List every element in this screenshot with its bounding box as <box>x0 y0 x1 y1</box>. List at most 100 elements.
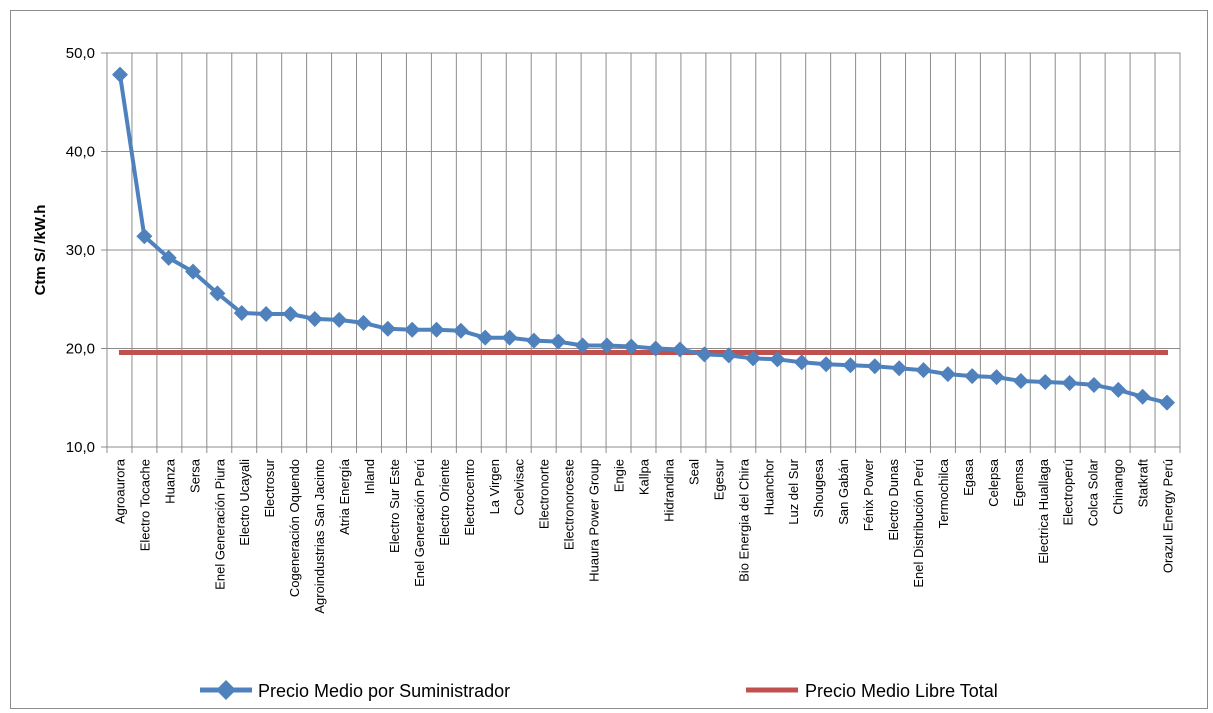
legend-diamond-marker <box>216 680 236 700</box>
data-point-13 <box>428 321 445 338</box>
x-tick-label-21: Kallpa <box>637 458 652 495</box>
data-point-3 <box>185 263 202 280</box>
data-point-1 <box>136 228 153 245</box>
data-point-5 <box>233 305 250 322</box>
x-tick-label-2: Huanza <box>162 458 177 504</box>
chart-frame <box>10 10 1208 709</box>
data-point-36 <box>988 369 1005 386</box>
y-tick-label-1: 20,0 <box>66 341 95 358</box>
data-point-42 <box>1134 388 1151 405</box>
data-point-39 <box>1061 374 1078 391</box>
x-tick-label-27: Luz del Sur <box>786 458 801 524</box>
data-point-27 <box>769 351 786 368</box>
x-tick-label-37: Electrica Huallaga <box>1036 458 1051 564</box>
data-point-2 <box>160 249 177 266</box>
data-point-32 <box>891 360 908 377</box>
x-tick-label-26: Huanchor <box>761 458 776 515</box>
x-tick-label-19: Huaura Power Group <box>587 459 602 582</box>
x-tick-label-35: Celepsa <box>986 458 1001 506</box>
data-point-31 <box>866 358 883 375</box>
x-tick-label-28: Shougesa <box>811 458 826 517</box>
x-tick-label-40: Chinango <box>1111 459 1126 515</box>
data-point-15 <box>477 329 494 346</box>
data-point-0 <box>112 66 128 83</box>
data-point-41 <box>1110 381 1127 398</box>
data-point-23 <box>672 341 689 358</box>
x-tick-label-10: Inland <box>362 459 377 494</box>
legend-label-suministrador: Precio Medio por Suministrador <box>258 681 510 701</box>
data-point-7 <box>282 306 299 323</box>
data-point-20 <box>598 337 615 354</box>
data-point-9 <box>331 311 348 328</box>
data-point-22 <box>647 340 664 357</box>
y-axis-label: Ctm S/ /kW.h <box>32 205 49 296</box>
data-point-29 <box>818 356 835 373</box>
data-point-34 <box>939 366 956 383</box>
x-tick-label-0: Agroaurora <box>112 458 127 524</box>
series <box>112 66 1175 411</box>
x-tick-label-31: Electro Dunas <box>886 459 901 541</box>
data-point-19 <box>574 337 591 354</box>
data-point-37 <box>1012 373 1029 390</box>
y-axis: 10,0 20,0 30,0 40,0 50,0 <box>66 45 95 456</box>
legend-item-precio-medio-suministrador: Precio Medio por Suministrador <box>200 680 510 701</box>
x-tick-label-36: Egemsa <box>1011 458 1026 506</box>
x-tick-label-38: Electroperú <box>1061 459 1076 525</box>
x-tick-label-14: Electrocentro <box>462 459 477 536</box>
data-point-11 <box>379 320 396 337</box>
data-point-25 <box>720 347 737 364</box>
gridlines <box>101 52 1181 453</box>
data-point-24 <box>696 346 713 363</box>
x-tick-label-30: Fénix Power <box>861 458 876 531</box>
data-point-8 <box>306 310 323 327</box>
data-point-26 <box>745 350 762 367</box>
y-tick-label-0: 10,0 <box>66 439 95 456</box>
data-point-18 <box>550 333 567 350</box>
x-tick-label-15: La Virgen <box>487 459 502 514</box>
x-tick-label-41: Statkraft <box>1136 459 1151 508</box>
legend-item-precio-medio-libre-total: Precio Medio Libre Total <box>746 681 998 701</box>
data-point-21 <box>623 338 640 355</box>
legend-label-libre-total: Precio Medio Libre Total <box>805 681 998 701</box>
x-axis: Agroaurora Electro Tocache Huanza Sersa Enel… <box>112 458 1175 613</box>
legend: Precio Medio por Suministrador Precio Me… <box>200 680 998 701</box>
x-tick-label-9: Atria Energía <box>337 458 352 535</box>
y-tick-label-4: 50,0 <box>66 45 95 62</box>
x-tick-label-34: Egasa <box>961 458 976 496</box>
x-tick-label-5: Electro Ucayali <box>237 459 252 546</box>
x-tick-label-16: Coelvisac <box>512 459 527 516</box>
x-tick-label-23: Seal <box>686 459 701 485</box>
x-tick-label-42: Orazul Energy Perú <box>1161 459 1176 573</box>
data-point-10 <box>355 314 372 331</box>
data-point-38 <box>1037 373 1054 390</box>
x-tick-label-6: Electrosur <box>262 458 277 517</box>
data-point-35 <box>964 368 981 385</box>
x-tick-label-11: Electro Sur Este <box>387 459 402 553</box>
x-tick-label-24: Egesur <box>711 458 726 500</box>
x-tick-label-29: San Gabán <box>836 459 851 525</box>
data-point-16 <box>501 329 518 346</box>
data-point-40 <box>1085 376 1102 393</box>
data-point-12 <box>404 321 421 338</box>
data-point-30 <box>842 357 859 374</box>
x-tick-label-33: Termochilca <box>936 458 951 528</box>
x-tick-label-13: Electro Oriente <box>437 459 452 546</box>
data-point-6 <box>258 306 275 323</box>
y-tick-label-3: 40,0 <box>66 144 95 161</box>
x-tick-label-3: Sersa <box>187 458 202 493</box>
y-tick-label-2: 30,0 <box>66 242 95 259</box>
x-tick-label-17: Electronorte <box>537 459 552 529</box>
data-point-14 <box>452 322 469 339</box>
data-point-17 <box>525 332 542 349</box>
data-point-28 <box>793 354 810 371</box>
x-tick-label-12: Enel Generación Perú <box>412 459 427 587</box>
x-tick-label-22: Hidrandina <box>661 458 676 522</box>
x-tick-label-7: Cogeneración Oquendo <box>287 459 302 597</box>
data-point-4 <box>209 285 226 302</box>
x-tick-label-8: Agroindustrias San Jacinto <box>312 459 327 614</box>
x-tick-label-1: Electro Tocache <box>137 459 152 551</box>
x-tick-label-39: Colca Solar <box>1086 458 1101 526</box>
x-tick-label-25: Bio Energia del Chira <box>736 458 751 582</box>
x-tick-label-32: Enel Distribución Perú <box>911 459 926 588</box>
